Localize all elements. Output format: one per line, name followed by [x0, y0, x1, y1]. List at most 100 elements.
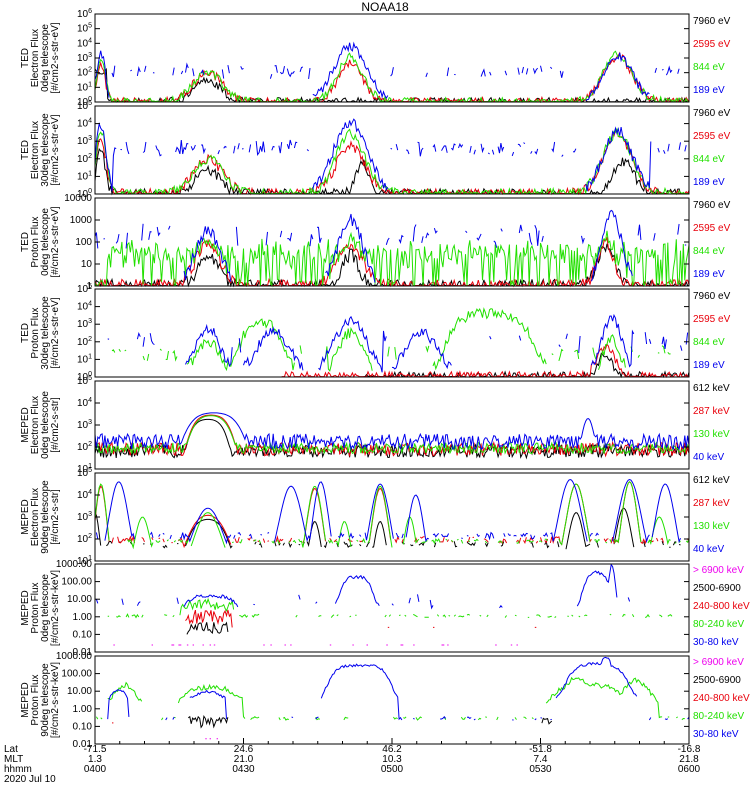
legend-entry: 2595 eV: [693, 314, 731, 325]
x-row-label: 2020 Jul 10: [4, 774, 56, 785]
legend-entry: 2595 eV: [693, 39, 731, 50]
panel-3: 1 10 100 1000 10000 TED Proton Flux 0deg telesc…: [20, 193, 731, 292]
x-tick-label: -16.8: [678, 744, 701, 755]
series-130-kev: [94, 415, 690, 455]
panel-8: 0.01 0.10 1.00 10.00 100.00 1000.00 MEPED Proto…: [20, 651, 750, 750]
legend-entry: 612 keV: [693, 475, 730, 486]
y-axis-label-line: 90deg telescope: [40, 663, 51, 737]
y-axis-label-line: Electron Flux: [30, 488, 41, 546]
y-axis-label-line: Electron Flux: [30, 29, 41, 87]
y-axis-label-line: 0deg telescope: [40, 574, 51, 642]
legend-entry: 844 eV: [693, 62, 725, 73]
legend-entry: 2500-6900: [693, 583, 741, 594]
y-axis-label-line: Proton Flux: [30, 582, 41, 633]
legend-entry: 7960 eV: [693, 291, 731, 302]
x-tick-label: 0400: [84, 764, 107, 775]
y-axis-label-line: MEPED: [20, 682, 31, 718]
panel-frame: [94, 288, 690, 378]
legend-entry: 7960 eV: [693, 108, 731, 119]
legend-entry: 40 keV: [693, 544, 724, 555]
legend-entry: 189 eV: [693, 177, 725, 188]
y-axis-label-line: [#/cm2-s-str-keV]: [50, 570, 61, 646]
legend-entry: 30-80 keV: [693, 637, 739, 648]
y-axis-label-line: Proton Flux: [30, 307, 41, 358]
y-tick-label: 10.00: [67, 686, 92, 697]
legend-entry: 189 eV: [693, 360, 725, 371]
y-axis-label-line: 30deg telescope: [40, 296, 51, 370]
legend-entry: 130 keV: [693, 521, 730, 532]
y-axis-label-line: MEPED: [20, 499, 31, 535]
legend-entry: 2595 eV: [693, 223, 731, 234]
y-tick-label: 1000: [70, 215, 93, 226]
legend-entry: 130 keV: [693, 429, 730, 440]
y-tick-label: 100.00: [61, 669, 92, 680]
y-tick-label: 0.01: [73, 739, 93, 750]
y-axis-label-line: Proton Flux: [30, 674, 41, 725]
legend-entry: 189 eV: [693, 269, 725, 280]
figure-title: NOAA18: [361, 0, 409, 14]
legend-entry: 80-240 keV: [693, 711, 744, 722]
legend-entry: > 6900 keV: [693, 565, 744, 576]
legend-entry: 40 keV: [693, 452, 724, 463]
y-tick-label: 105: [77, 23, 92, 35]
x-tick-label: 46.2: [382, 744, 402, 755]
x-tick-label: -51.8: [529, 744, 552, 755]
x-row-label: hhmm: [4, 764, 32, 775]
y-axis-label-line: 90deg telescope: [40, 480, 51, 554]
x-tick-label: 0500: [381, 764, 404, 775]
legend-entry: 189 eV: [693, 85, 725, 96]
legend-entry: 2595 eV: [693, 131, 731, 142]
y-tick-label: 1.00: [73, 704, 93, 715]
y-axis-label-line: MEPED: [20, 407, 31, 443]
y-tick-label: 10.00: [67, 594, 92, 605]
x-row-label: Lat: [4, 744, 18, 755]
legend-entry: 7960 eV: [693, 200, 731, 211]
y-tick-label: 10000: [64, 193, 92, 204]
y-axis-label-line: TED: [20, 140, 31, 160]
y-axis-label-line: [#/cm2-s-str]: [50, 397, 61, 453]
y-axis-label-line: Proton Flux: [30, 216, 41, 267]
y-axis-label-line: 30deg telescope: [40, 113, 51, 187]
y-tick-label: 0.10: [73, 721, 93, 732]
x-tick-label: 1.3: [88, 754, 102, 765]
y-axis-label-line: TED: [20, 323, 31, 343]
x-tick-label: 24.6: [234, 744, 254, 755]
series-130-kev: [94, 481, 690, 550]
y-axis-label-line: Electron Flux: [30, 121, 41, 179]
y-axis-label-line: [#/cm2-s-str-eV]: [50, 114, 61, 185]
x-tick-label: -71.5: [84, 744, 107, 755]
y-axis-label-line: [#/cm2-s-str-eV]: [50, 206, 61, 277]
x-tick-label: 0530: [529, 764, 552, 775]
y-tick-label: 0.10: [73, 629, 93, 640]
x-tick-label: 21.0: [234, 754, 254, 765]
series-2595-ev: [94, 130, 690, 196]
y-axis-label-line: Electron Flux: [30, 396, 41, 454]
legend-entry: 844 eV: [693, 246, 725, 257]
y-axis-label-line: [#/cm2-s-str-keV]: [50, 662, 61, 738]
y-axis-label-line: TED: [20, 232, 31, 252]
series-40-kev: [94, 412, 690, 451]
panel-7: 0.01 0.10 1.00 10.00 100.00 1000.00 MEPED Proto…: [20, 559, 750, 658]
series-189-ev: [107, 313, 689, 373]
legend-entry: > 6900 keV: [693, 657, 744, 668]
series-844-ev: [94, 127, 689, 196]
legend-entry: 30-80 keV: [693, 729, 739, 740]
y-tick-label: 100: [75, 237, 92, 248]
series-30-80-kev: [107, 656, 690, 721]
legend-entry: 80-240 keV: [693, 619, 744, 630]
legend-entry: 2500-6900: [693, 675, 741, 686]
legend-entry: 844 eV: [693, 337, 725, 348]
x-row-label: MLT: [4, 754, 23, 765]
x-tick-label: 21.8: [679, 754, 699, 765]
y-tick-label: 10: [81, 259, 93, 270]
legend-entry: 240-800 keV: [693, 693, 750, 704]
x-tick-label: 7.4: [534, 754, 548, 765]
legend-entry: 844 eV: [693, 154, 725, 165]
legend-entry: 612 keV: [693, 383, 730, 394]
